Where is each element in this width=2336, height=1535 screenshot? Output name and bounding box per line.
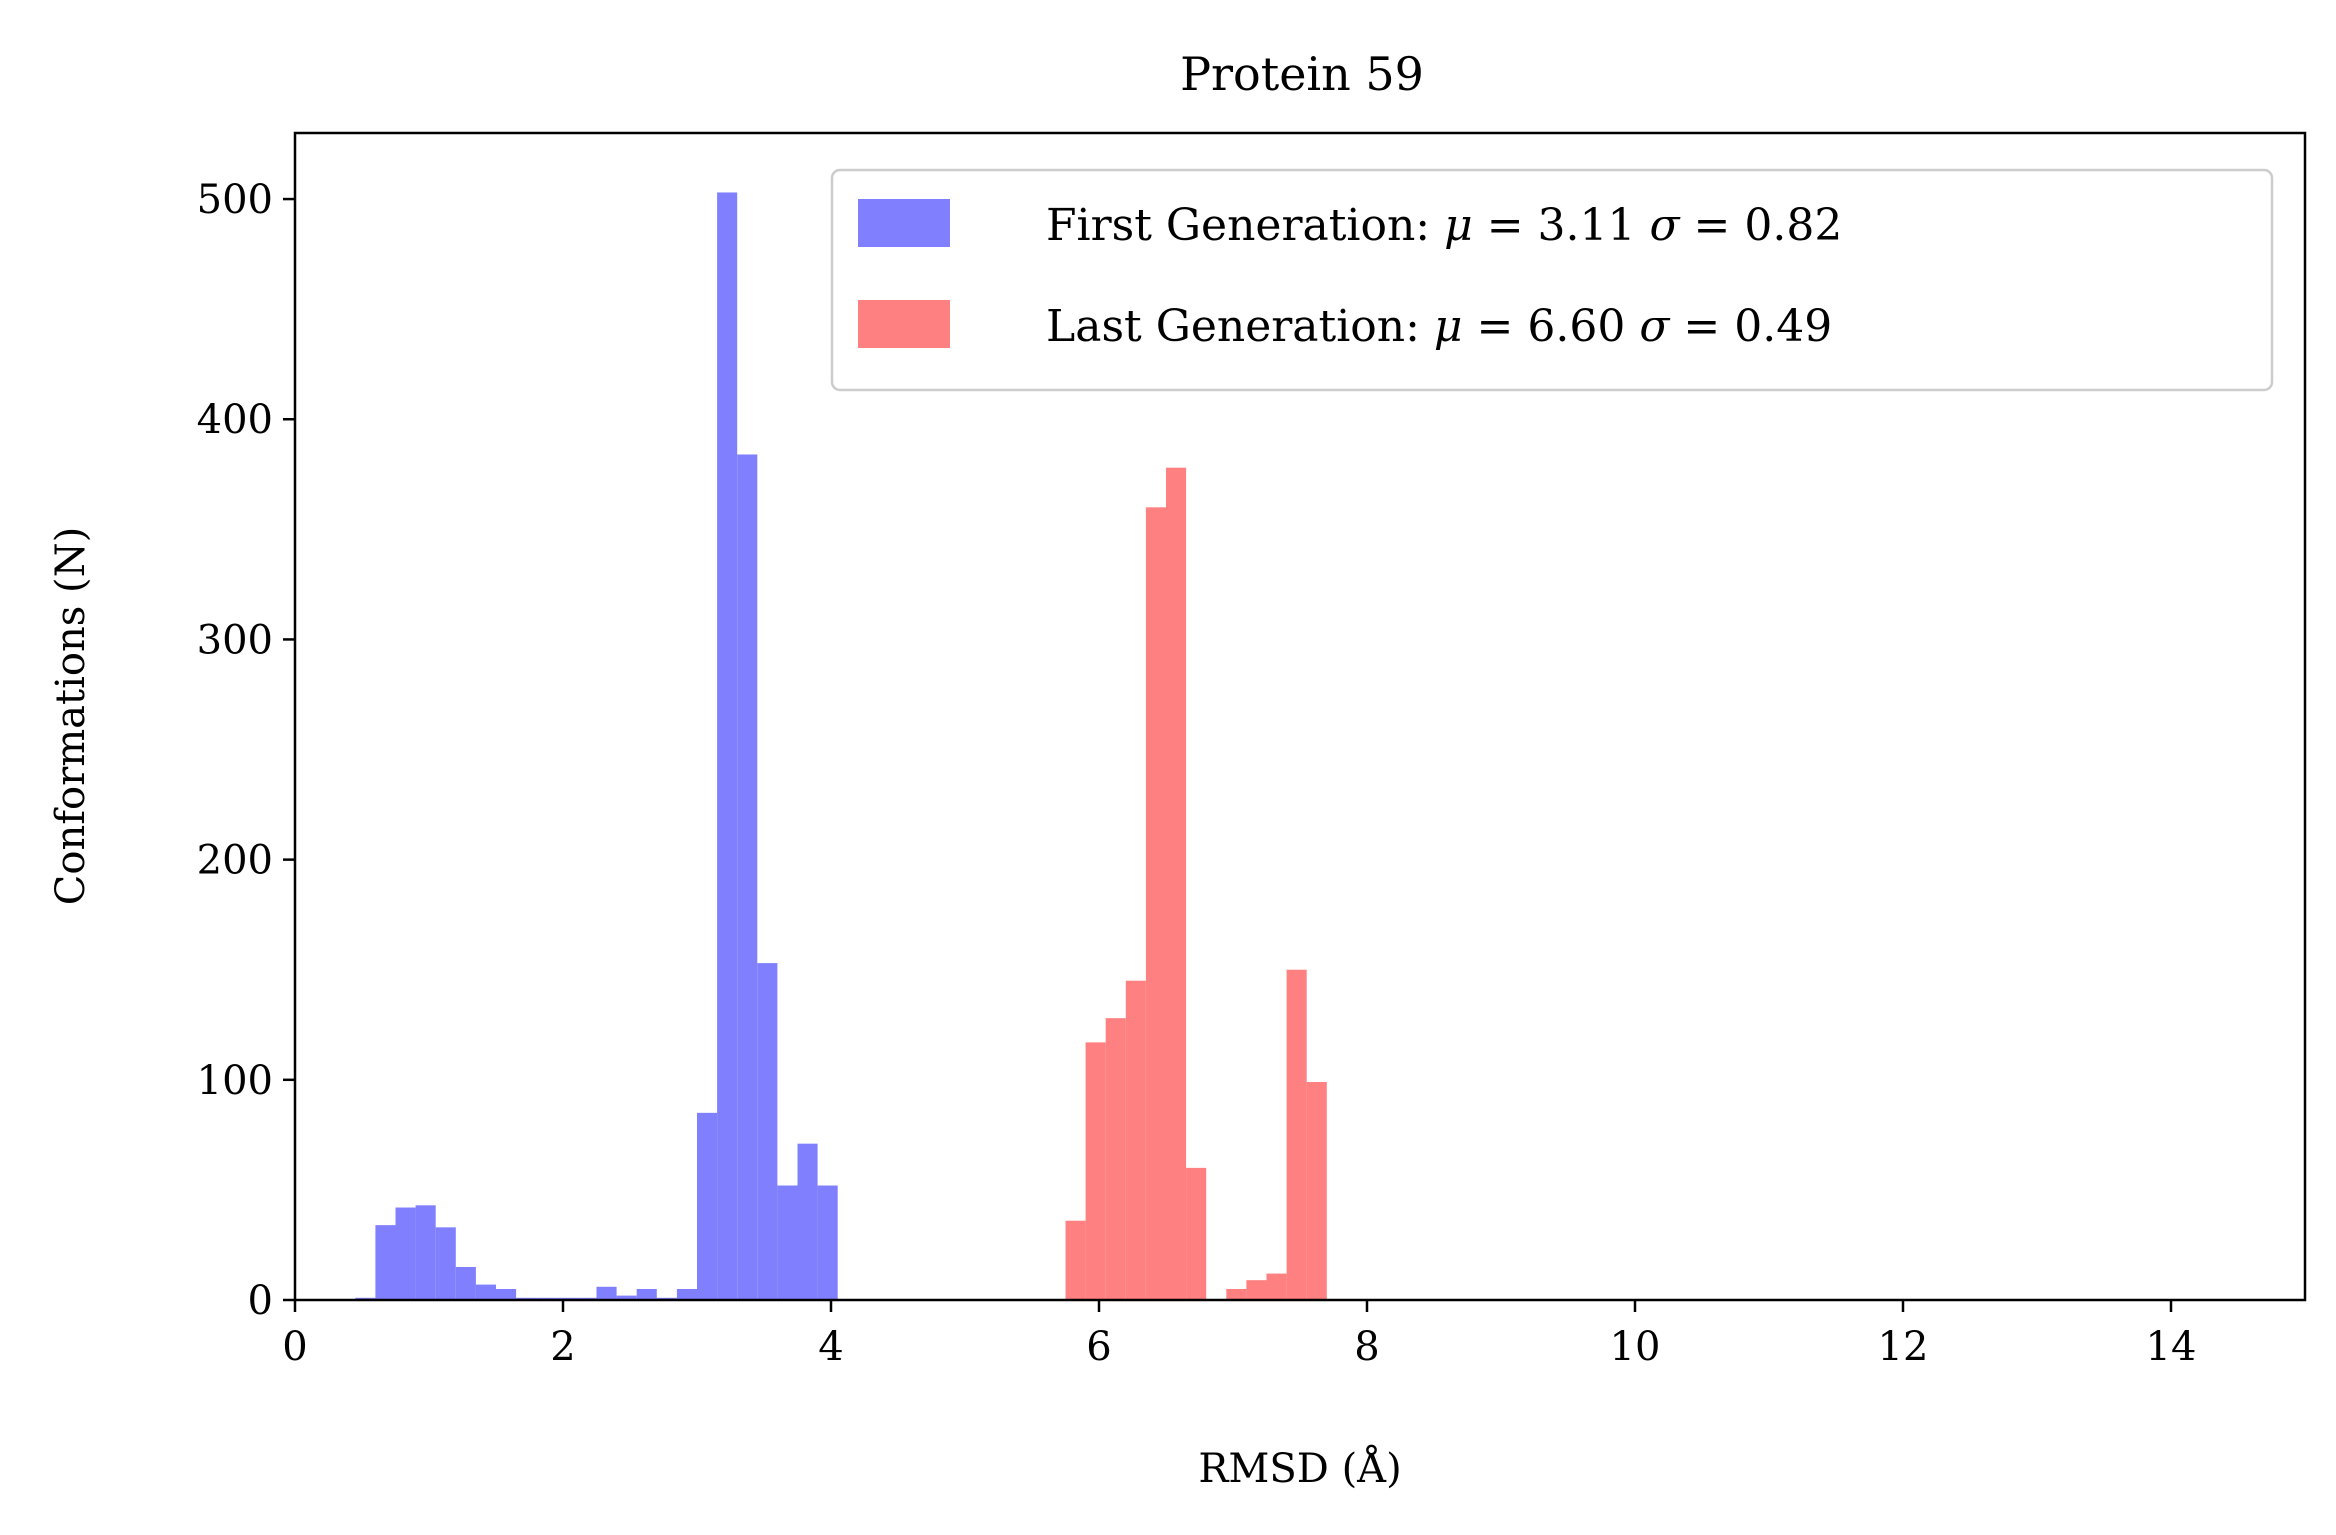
bar-last-generation	[1246, 1280, 1267, 1300]
x-tick-label: 12	[1878, 1324, 1929, 1370]
bar-last-generation	[1166, 467, 1187, 1301]
plot-frame	[293, 131, 2307, 1302]
y-tick-label: 400	[197, 397, 273, 443]
bar-last-generation	[1186, 1167, 1207, 1300]
bar-first-generation	[616, 1295, 637, 1300]
y-axis-ticks: 0 100 200 300 400 500	[197, 177, 295, 1324]
chart-title: Protein 59	[1180, 47, 1424, 101]
y-tick-label: 100	[197, 1058, 273, 1104]
x-axis-label: RMSD (Å)	[1198, 1445, 1401, 1492]
bar-first-generation	[496, 1288, 517, 1300]
legend: First Generation: μ = 3.11 σ = 0.82 Last…	[830, 168, 2274, 392]
x-axis-ticks: 0 2 4 6 8 10 12 14	[282, 1300, 2196, 1370]
y-tick-label: 500	[197, 177, 273, 223]
legend-swatch-first-generation	[858, 199, 950, 247]
bar-first-generation	[596, 1286, 617, 1300]
x-tick-label: 4	[818, 1324, 843, 1370]
x-tick-label: 14	[2146, 1324, 2197, 1370]
x-tick-label: 6	[1086, 1324, 1111, 1370]
bar-first-generation	[757, 963, 778, 1300]
bar-first-generation	[817, 1185, 838, 1300]
legend-swatch-last-generation	[858, 300, 950, 348]
bar-first-generation	[375, 1225, 396, 1300]
bar-first-generation	[475, 1284, 496, 1300]
x-tick-label: 10	[1610, 1324, 1661, 1370]
bar-first-generation	[435, 1227, 456, 1300]
bar-last-generation	[1065, 1220, 1086, 1300]
bar-first-generation	[797, 1143, 818, 1300]
legend-label-last-generation: Last Generation: μ = 6.60 σ = 0.49	[1046, 301, 1832, 352]
bar-first-generation	[697, 1112, 718, 1300]
x-tick-label: 2	[550, 1324, 575, 1370]
bar-first-generation	[455, 1266, 476, 1300]
bar-last-generation	[1286, 969, 1307, 1300]
bar-last-generation	[1085, 1042, 1106, 1300]
bar-last-generation	[1105, 1018, 1126, 1300]
bar-first-generation	[676, 1288, 697, 1300]
y-tick-label: 0	[248, 1278, 273, 1324]
bar-first-generation	[395, 1207, 416, 1300]
x-tick-label: 8	[1354, 1324, 1379, 1370]
legend-box	[830, 168, 2274, 392]
bars-layer	[355, 192, 1327, 1301]
bar-last-generation	[1306, 1082, 1327, 1300]
bar-first-generation	[777, 1185, 798, 1300]
y-tick-label: 200	[197, 838, 273, 884]
bar-first-generation	[737, 454, 758, 1300]
x-tick-label: 0	[282, 1324, 307, 1370]
bar-last-generation	[1125, 980, 1146, 1300]
bar-last-generation	[1226, 1288, 1247, 1300]
bar-first-generation	[717, 192, 738, 1301]
legend-label-first-generation: First Generation: μ = 3.11 σ = 0.82	[1046, 200, 1842, 251]
bar-last-generation	[1266, 1273, 1287, 1300]
bar-first-generation	[415, 1205, 436, 1300]
bar-first-generation	[636, 1288, 657, 1300]
y-axis-label: Conformations (N)	[48, 527, 94, 905]
bar-last-generation	[1145, 507, 1166, 1300]
y-tick-label: 300	[197, 617, 273, 663]
